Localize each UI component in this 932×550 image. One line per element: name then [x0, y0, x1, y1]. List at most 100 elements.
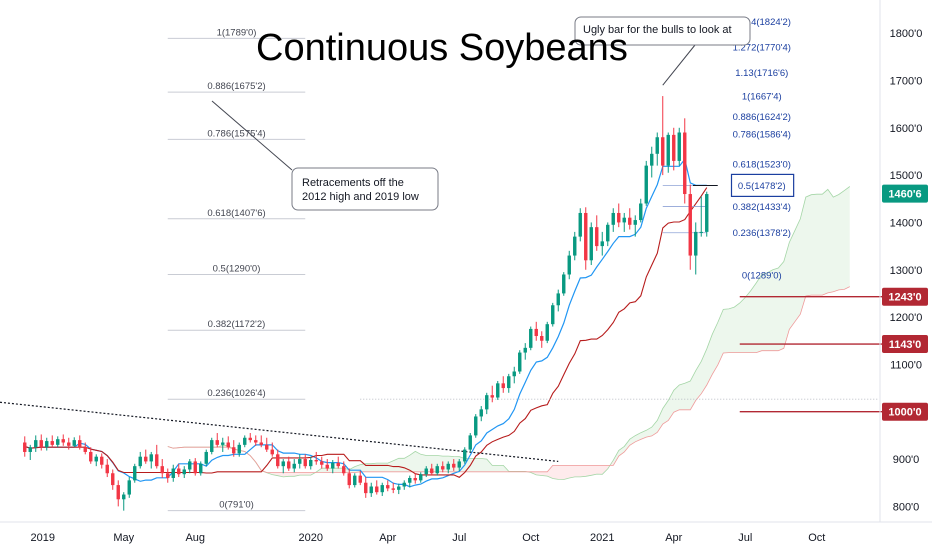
candle-body [639, 203, 643, 221]
price-tag-label: 1000'0 [888, 407, 921, 419]
candle-body [424, 468, 428, 475]
candle-body [512, 371, 516, 377]
candle-body [303, 459, 307, 467]
candle-body [358, 475, 362, 483]
cloud-segment [717, 309, 724, 365]
cloud-segment [712, 322, 718, 375]
cloud-segment [541, 471, 548, 477]
candle-body [600, 241, 604, 247]
candle-body [529, 328, 533, 348]
cloud-segment [838, 190, 845, 290]
cloud-segment [475, 458, 482, 472]
candle-body [232, 447, 236, 454]
candle-body [182, 469, 186, 475]
candle-body [551, 305, 555, 325]
candle-body [606, 224, 610, 242]
cloud-segment [684, 380, 691, 410]
cloud-segment [789, 230, 795, 330]
cloud-segment [706, 334, 713, 385]
candle-body [72, 440, 76, 446]
candle-body [622, 217, 626, 223]
cloud-segment [409, 451, 416, 472]
candle-body [633, 220, 637, 225]
cloud-segment [481, 458, 487, 472]
candle-body [292, 463, 296, 469]
candle-body [501, 383, 505, 389]
candle-body [342, 466, 346, 474]
candle-body [61, 439, 65, 443]
candle-body [265, 444, 269, 450]
fib-right-label: 1.13(1716'6) [735, 68, 788, 79]
x-tick-label: Jul [452, 532, 466, 544]
candle-body [380, 485, 384, 493]
cloud-segment [376, 463, 383, 472]
y-tick-label: 1300'0 [890, 265, 923, 277]
cloud-segment [745, 290, 751, 353]
cloud-segment [602, 465, 608, 475]
cloud-segment [360, 463, 366, 472]
candle-body [188, 461, 192, 470]
callout-text: Ugly bar for the bulls to look at [583, 24, 732, 36]
x-tick-label: 2020 [299, 532, 323, 544]
fib-left-label: 0.382(1172'2) [208, 319, 266, 330]
candle-body [435, 466, 439, 474]
fib-right-label: 0.382(1433'4) [733, 202, 791, 213]
cloud-segment [657, 408, 663, 433]
candle-body [160, 466, 164, 474]
candle-body [39, 440, 43, 448]
candle-body [441, 466, 445, 470]
candle-body [567, 255, 571, 275]
cloud-segment [618, 446, 625, 456]
fib-highlight-box [730, 173, 795, 197]
ichimoku-cloud [167, 186, 851, 480]
candle-body [595, 227, 599, 247]
cloud-segment [585, 465, 592, 477]
cloud-segment [349, 466, 355, 473]
fib-left-label: 1(1789'0) [217, 27, 257, 38]
candle-body [573, 236, 577, 256]
y-tick-label: 1100'0 [890, 359, 922, 371]
cloud-span-b [167, 286, 850, 473]
candle-body [562, 274, 566, 294]
candle-body [67, 442, 71, 446]
candle-body [221, 442, 225, 445]
candle-body [369, 486, 373, 494]
candle-body [237, 444, 241, 454]
candle-body [677, 132, 681, 161]
candle-body [391, 488, 395, 490]
cloud-segment [305, 472, 311, 476]
cloud-segment [651, 420, 658, 436]
candles [23, 96, 709, 511]
candle-body [83, 447, 87, 452]
candle-body [127, 480, 131, 495]
candle-body [556, 293, 560, 306]
fib-left-label: 0.5(1290'0) [213, 263, 261, 274]
candle-body [298, 459, 302, 464]
fib-right-label: 0.236(1378'2) [733, 228, 791, 239]
candle-body [144, 456, 148, 462]
callout-text: 2012 high and 2019 low [302, 191, 419, 203]
cloud-segment [728, 307, 735, 353]
cloud-segment [767, 269, 773, 351]
candle-body [479, 409, 483, 417]
price-tag [882, 402, 928, 421]
candle-body [215, 440, 219, 445]
candle-body [496, 383, 500, 398]
candle-body [56, 439, 60, 445]
candle-body [23, 442, 27, 452]
cloud-segment [673, 384, 680, 413]
cloud-segment [629, 435, 636, 446]
fib-left-label: 0.886(1675'2) [207, 81, 265, 92]
x-tick-label: Oct [522, 532, 539, 544]
candle-body [540, 336, 544, 341]
candle-body [688, 194, 692, 256]
cloud-segment [662, 400, 669, 425]
cloud-segment [288, 472, 295, 477]
candle-body [375, 486, 379, 493]
candle-body [193, 461, 197, 474]
candle-body [672, 134, 676, 161]
candle-body [661, 137, 665, 166]
candle-body [155, 454, 159, 467]
cloud-segment [844, 186, 850, 290]
